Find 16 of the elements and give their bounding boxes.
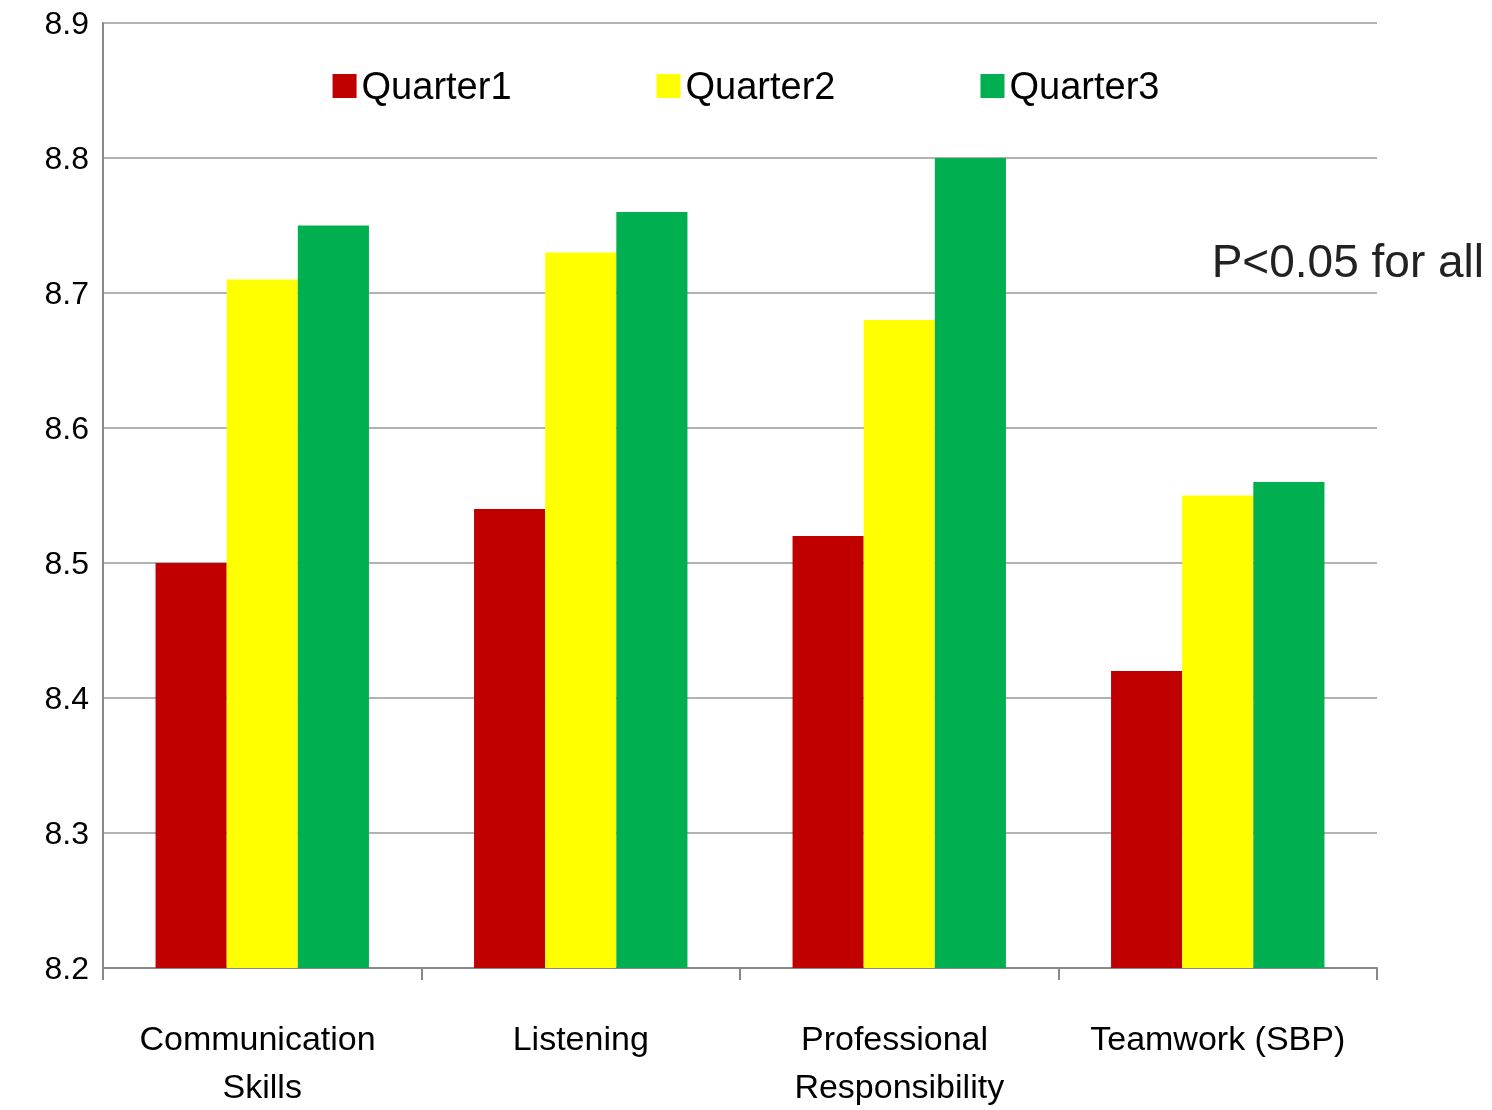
legend-label: Quarter3 <box>1009 65 1160 107</box>
legend-label: Quarter2 <box>685 65 836 107</box>
x-tick-label: Listening <box>512 1019 649 1057</box>
y-tick-label: 8.2 <box>44 950 89 986</box>
x-tick-label: Communication Skills <box>139 1019 386 1105</box>
y-tick-label: 8.9 <box>44 5 89 41</box>
x-tick-label: Professional Responsibility <box>794 1019 1005 1105</box>
y-tick-label: 8.3 <box>44 815 89 851</box>
annotation: P<0.05 for all <box>1211 235 1484 287</box>
legend-label: Quarter1 <box>361 65 512 107</box>
y-tick-label: 8.8 <box>44 140 89 176</box>
y-tick-label: 8.5 <box>44 545 89 581</box>
y-tick-label: 8.7 <box>44 275 89 311</box>
y-tick-label: 8.4 <box>44 680 89 716</box>
y-tick-label: 8.6 <box>44 410 89 446</box>
x-tick-label: Teamwork (SBP) <box>1090 1019 1346 1057</box>
